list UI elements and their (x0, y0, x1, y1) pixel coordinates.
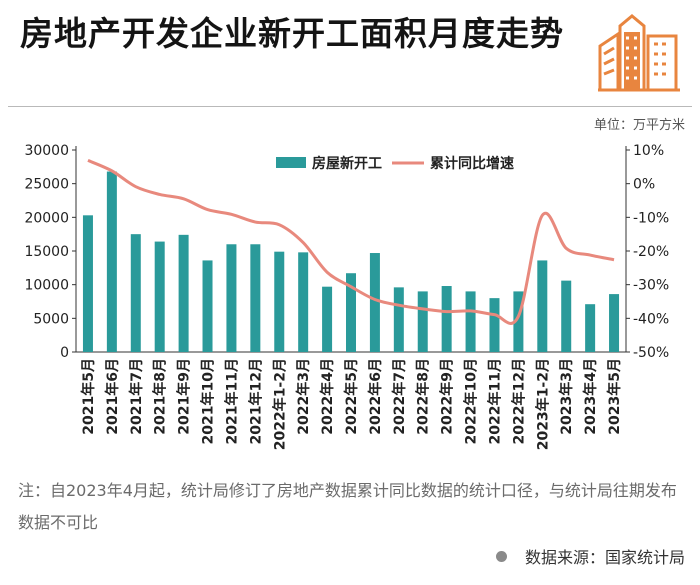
y-right-tick-label: 0% (633, 177, 655, 193)
y-right-tick-label: -40% (633, 311, 669, 327)
x-tick-label: 2023年4月 (582, 358, 599, 435)
x-tick-label: 2022年8月 (415, 358, 432, 435)
bar (202, 260, 213, 352)
bar (274, 251, 285, 352)
divider (8, 106, 692, 107)
bar (561, 280, 572, 352)
source-line: 数据来源：国家统计局 (460, 544, 685, 568)
x-tick-label: 2022年7月 (391, 358, 408, 435)
x-tick-label: 2022年1-2月 (271, 358, 288, 450)
y-right-tick-label: -20% (633, 244, 669, 260)
page-title: 房地产开发企业新开工面积月度走势 (20, 14, 564, 53)
bar (417, 291, 428, 352)
x-tick-label: 2022年10月 (463, 358, 480, 444)
y-left-tick-label: 30000 (24, 143, 69, 159)
bar (322, 286, 333, 352)
bar (465, 291, 476, 352)
x-tick-label: 2022年5月 (343, 358, 360, 435)
legend-bar-swatch (276, 157, 306, 168)
bar (178, 234, 189, 352)
bar (154, 241, 165, 352)
y-right-tick-label: -30% (633, 278, 669, 294)
bar (609, 294, 620, 352)
legend-bar-label: 房屋新开工 (312, 155, 382, 172)
x-tick-label: 2022年9月 (439, 358, 456, 435)
source-text: 数据来源：国家统计局 (524, 548, 685, 567)
y-left-tick-label: 25000 (24, 177, 69, 193)
bar (226, 244, 237, 352)
dot-icon (495, 551, 507, 562)
legend-line-label: 累计同比增速 (430, 155, 514, 172)
bar (393, 287, 404, 352)
series-line (87, 159, 615, 325)
x-tick-label: 2022年3月 (295, 358, 312, 435)
x-tick-label: 2023年3月 (558, 358, 575, 435)
x-tick-label: 2021年10月 (200, 358, 217, 444)
bar (106, 171, 117, 352)
bar (369, 253, 380, 352)
bar (298, 252, 309, 352)
x-tick-label: 2023年5月 (606, 358, 623, 435)
bar (250, 244, 261, 352)
x-tick-label: 2021年7月 (128, 358, 145, 435)
y-left-tick-label: 15000 (24, 244, 69, 260)
y-right-tick-label: -10% (633, 210, 669, 226)
bar (82, 215, 93, 352)
y-right-tick-label: 10% (633, 143, 664, 159)
x-tick-label: 2021年8月 (152, 358, 169, 435)
y-left-tick-label: 5000 (33, 311, 69, 327)
bar (346, 273, 356, 352)
bar (489, 298, 500, 352)
x-tick-label: 2022年6月 (367, 358, 384, 435)
x-tick-label: 2021年6月 (104, 358, 121, 435)
x-tick-label: 2023年1-2月 (534, 358, 551, 450)
x-tick-label: 2021年5月 (80, 358, 97, 435)
chart: 0 5000 10000 15000 20000 25000 30000 10% 0% -10% -… (24, 143, 669, 450)
x-tick-label: 2022年11月 (486, 358, 503, 444)
y-left-tick-label: 20000 (24, 210, 69, 226)
x-tick-label: 2021年11月 (223, 358, 240, 444)
y-left-tick-label: 0 (60, 345, 69, 361)
x-tick-label: 2021年12月 (247, 358, 264, 444)
y-right-tick-label: -50% (633, 345, 669, 361)
bar (130, 234, 141, 352)
x-tick-label: 2022年12月 (510, 358, 527, 444)
building-icon (598, 14, 680, 92)
bar (513, 291, 524, 352)
footnote: 注：自2023年4月起，统计局修订了房地产数据累计同比数据的统计口径，与统计局往… (18, 481, 677, 532)
x-tick-label: 2021年9月 (176, 358, 193, 435)
bar (537, 260, 548, 352)
bar (585, 304, 596, 352)
bar (441, 286, 452, 352)
unit-label: 单位：万平方米 (593, 118, 685, 133)
y-left-tick-label: 10000 (24, 278, 69, 294)
x-tick-label: 2022年4月 (319, 358, 336, 435)
